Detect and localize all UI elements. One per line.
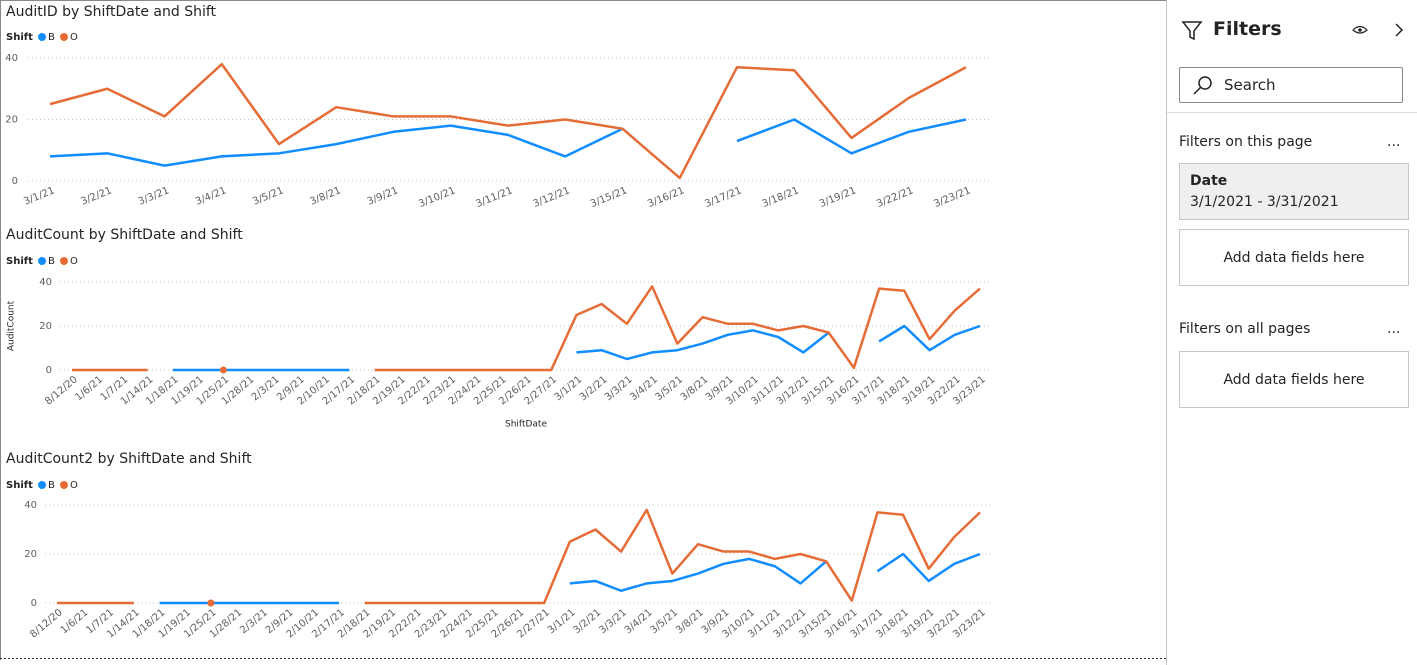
x-tick-label: 8/12/20 xyxy=(43,374,80,407)
data-point xyxy=(207,599,215,607)
x-tick-label: 1/6/21 xyxy=(59,607,91,636)
x-tick-label: 3/8/21 xyxy=(309,185,343,207)
x-axis-title: ShiftDate xyxy=(505,420,547,430)
series-line xyxy=(49,124,624,167)
eye-icon[interactable] xyxy=(1352,25,1368,34)
section-heading: Filters on this page xyxy=(1179,134,1313,150)
x-tick-label: 3/5/21 xyxy=(251,185,285,207)
x-tick-label: 3/12/21 xyxy=(532,185,572,210)
x-tick-label: 3/8/21 xyxy=(679,374,711,403)
chart-title: AuditCount2 by ShiftDate and Shift xyxy=(6,451,252,467)
y-tick-label: 0 xyxy=(12,176,18,187)
chart-title: AuditCount by ShiftDate and Shift xyxy=(6,227,243,243)
legend-title: Shift xyxy=(6,256,33,267)
x-tick-label: 3/23/21 xyxy=(932,185,972,210)
filters-pane: Filters Search Filters on this page ... … xyxy=(1166,0,1417,665)
legend-title: Shift xyxy=(6,480,33,491)
x-tick-label: 3/9/21 xyxy=(366,185,400,207)
legend-label: O xyxy=(70,256,78,267)
x-tick-label: 3/1/21 xyxy=(553,374,585,403)
series-line xyxy=(576,329,830,361)
x-tick-label: 3/3/21 xyxy=(137,185,171,207)
x-tick-label: 3/16/21 xyxy=(646,185,686,210)
x-tick-label: 3/4/21 xyxy=(194,185,228,207)
x-tick-label: 3/1/21 xyxy=(546,607,578,636)
x-tick-label: 8/12/20 xyxy=(28,607,65,640)
x-tick-label: 3/10/21 xyxy=(417,185,457,210)
x-tick-label: 3/1/21 xyxy=(22,185,56,207)
y-tick-label: 20 xyxy=(39,321,52,332)
legend-label: B xyxy=(48,480,55,491)
legend-marker xyxy=(60,257,68,265)
filter-card[interactable]: Date 3/1/2021 - 3/31/2021 xyxy=(1179,163,1409,220)
x-tick-label: 3/4/21 xyxy=(623,607,655,636)
eye-icon[interactable] xyxy=(1358,28,1362,32)
collapse-icon[interactable] xyxy=(1395,23,1404,37)
section-heading: Filters on all pages xyxy=(1179,321,1311,337)
x-tick-label: 3/17/21 xyxy=(703,185,743,210)
separator xyxy=(1167,112,1417,113)
x-tick-label: 3/3/21 xyxy=(597,607,629,636)
x-tick-label: 3/15/21 xyxy=(589,185,629,210)
more-options[interactable]: ... xyxy=(1387,134,1401,150)
search-icon xyxy=(1193,76,1212,95)
chart-title: AuditID by ShiftDate and Shift xyxy=(6,4,217,20)
x-tick-label: 3/2/21 xyxy=(578,374,610,403)
pane-icons xyxy=(1181,21,1404,41)
legend-marker xyxy=(60,33,68,41)
x-tick-label: 1/6/21 xyxy=(73,374,105,403)
legend-label: O xyxy=(70,480,78,491)
legend-title: Shift xyxy=(6,32,33,43)
legend-marker xyxy=(60,481,68,489)
series-line xyxy=(569,557,827,592)
pane-title: Filters xyxy=(1213,18,1282,40)
drop-zone[interactable]: Add data fields here xyxy=(1179,351,1409,408)
drop-zone[interactable]: Add data fields here xyxy=(1179,229,1409,286)
legend-marker xyxy=(38,33,46,41)
search-box[interactable]: Search xyxy=(1179,67,1403,103)
x-tick-label: 3/18/21 xyxy=(761,185,801,210)
x-tick-label: 3/22/21 xyxy=(875,185,915,210)
y-axis-title: AuditCount xyxy=(7,300,17,351)
series-line xyxy=(878,324,981,352)
y-tick-label: 20 xyxy=(24,549,37,560)
filter-value: 3/1/2021 - 3/31/2021 xyxy=(1190,194,1339,210)
more-options[interactable]: ... xyxy=(1387,321,1401,337)
y-tick-label: 0 xyxy=(46,365,52,376)
x-tick-label: 3/8/21 xyxy=(674,607,706,636)
search-placeholder: Search xyxy=(1224,76,1276,94)
legend-label: B xyxy=(48,32,55,43)
x-tick-label: 3/2/21 xyxy=(80,185,114,207)
y-tick-label: 40 xyxy=(39,277,52,288)
series-line xyxy=(736,118,967,155)
filter-field: Date xyxy=(1190,173,1228,189)
x-tick-label: 3/5/21 xyxy=(653,374,685,403)
legend-label: B xyxy=(48,256,55,267)
x-tick-label: 3/3/21 xyxy=(603,374,635,403)
x-tick-label: 3/11/21 xyxy=(474,185,514,210)
x-tick-label: 3/19/21 xyxy=(818,185,858,210)
y-tick-label: 40 xyxy=(5,53,18,64)
legend-label: O xyxy=(70,32,78,43)
filter-icon xyxy=(1181,21,1203,41)
series-line xyxy=(49,62,967,180)
legend-marker xyxy=(38,257,46,265)
data-point xyxy=(219,366,227,374)
series-line xyxy=(374,285,981,372)
y-tick-label: 20 xyxy=(5,115,18,126)
series-line xyxy=(876,552,981,583)
y-tick-label: 40 xyxy=(24,500,37,511)
x-tick-label: 3/5/21 xyxy=(648,607,680,636)
x-tick-label: 3/4/21 xyxy=(628,374,660,403)
x-tick-label: 3/2/21 xyxy=(572,607,604,636)
report-canvas: AuditID by ShiftDate and Shift Shift B O 0 20… xyxy=(0,0,1166,660)
x-tick-label: 2/3/21 xyxy=(250,374,282,403)
series-line xyxy=(364,508,981,605)
legend-marker xyxy=(38,481,46,489)
x-tick-label: 2/3/21 xyxy=(238,607,270,636)
y-tick-label: 0 xyxy=(31,598,37,609)
